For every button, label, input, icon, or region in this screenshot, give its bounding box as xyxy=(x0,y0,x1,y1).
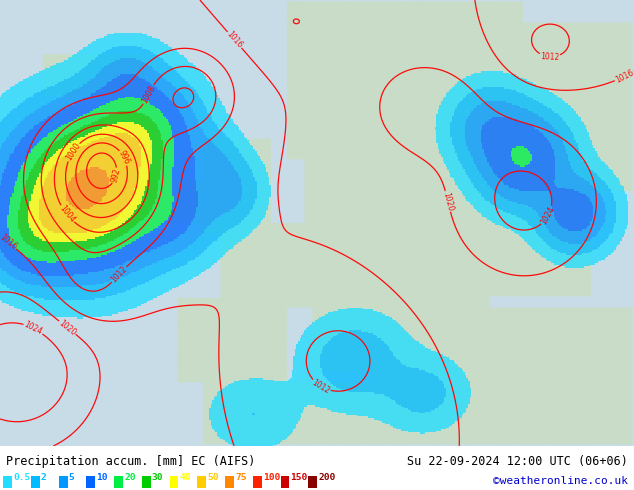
Bar xyxy=(59,476,68,488)
Text: 1016: 1016 xyxy=(225,30,244,50)
Text: 1024: 1024 xyxy=(540,205,557,226)
Bar xyxy=(31,476,40,488)
Text: 1024: 1024 xyxy=(23,320,44,337)
Bar xyxy=(170,476,179,488)
Bar xyxy=(142,476,151,488)
Text: 1016: 1016 xyxy=(0,233,18,252)
Text: 1012: 1012 xyxy=(109,265,129,285)
Text: 75: 75 xyxy=(235,473,247,482)
Text: 996: 996 xyxy=(117,149,131,167)
Bar xyxy=(114,476,123,488)
Text: 1012: 1012 xyxy=(311,378,332,395)
Text: 10: 10 xyxy=(96,473,108,482)
Text: 150: 150 xyxy=(290,473,307,482)
Text: 1004: 1004 xyxy=(57,204,76,224)
Text: 30: 30 xyxy=(152,473,164,482)
Text: 1012: 1012 xyxy=(540,52,560,62)
Text: 20: 20 xyxy=(124,473,136,482)
Bar xyxy=(280,476,290,488)
Text: 100: 100 xyxy=(262,473,280,482)
Text: 1016: 1016 xyxy=(614,68,634,85)
Text: 2: 2 xyxy=(41,473,47,482)
Bar xyxy=(197,476,206,488)
Text: 40: 40 xyxy=(179,473,191,482)
Text: ©weatheronline.co.uk: ©weatheronline.co.uk xyxy=(493,476,628,487)
Text: Su 22-09-2024 12:00 UTC (06+06): Su 22-09-2024 12:00 UTC (06+06) xyxy=(407,455,628,468)
Bar xyxy=(225,476,234,488)
Bar xyxy=(3,476,12,488)
Text: 0.5: 0.5 xyxy=(13,473,30,482)
Text: 992: 992 xyxy=(110,168,122,184)
Text: 1000: 1000 xyxy=(64,141,82,162)
Bar xyxy=(253,476,262,488)
Text: 200: 200 xyxy=(318,473,335,482)
Text: Precipitation accum. [mm] EC (AIFS): Precipitation accum. [mm] EC (AIFS) xyxy=(6,455,256,468)
Bar xyxy=(308,476,317,488)
Text: 1020: 1020 xyxy=(57,318,78,337)
Text: 50: 50 xyxy=(207,473,219,482)
Bar xyxy=(86,476,95,488)
Text: 1008: 1008 xyxy=(139,84,157,105)
Text: 1020: 1020 xyxy=(441,191,455,212)
Text: 5: 5 xyxy=(68,473,74,482)
